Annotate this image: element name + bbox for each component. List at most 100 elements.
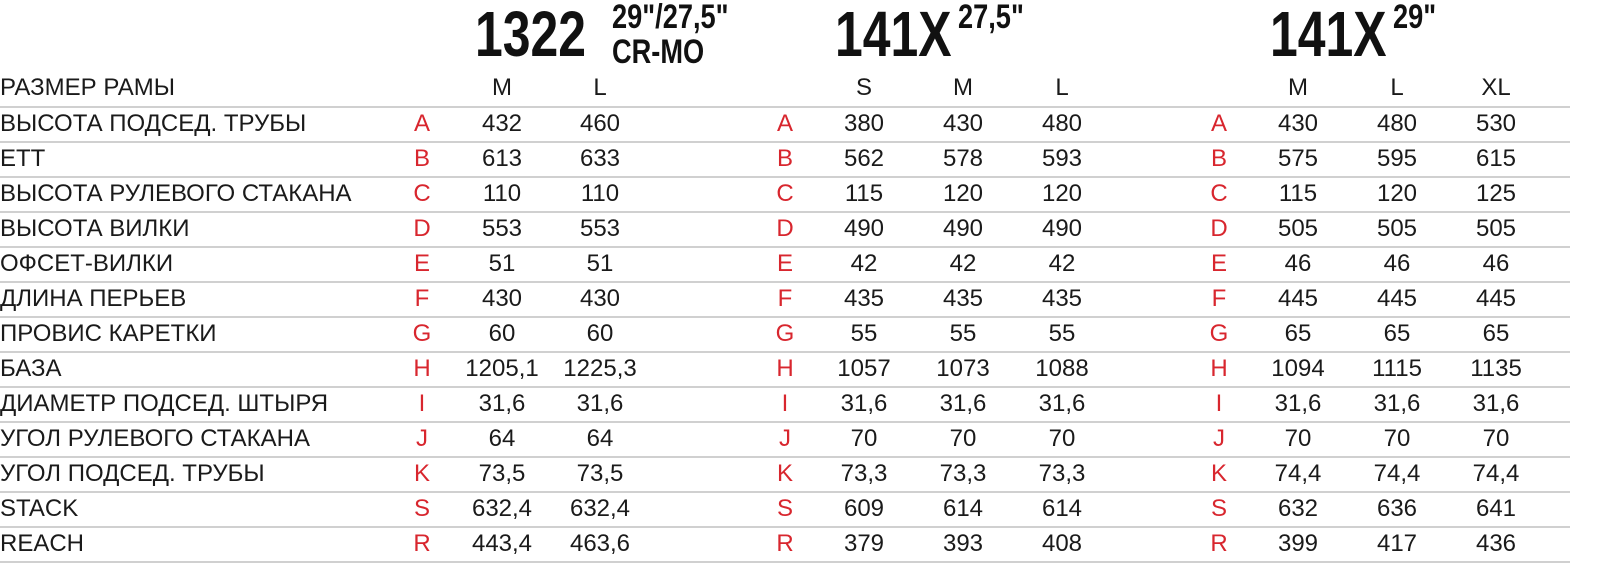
cell-value: 31,6 — [576, 390, 624, 417]
dimension-letter: R — [413, 530, 431, 557]
cell-value: 110 — [482, 180, 522, 207]
size-label: XL — [1481, 74, 1511, 101]
row-label: ОФСЕТ-ВИЛКИ — [0, 250, 174, 277]
row-divider — [0, 176, 1570, 178]
cell-value: 578 — [942, 145, 984, 172]
cell-value: 435 — [843, 285, 885, 312]
dimension-letter: G — [412, 320, 432, 347]
cell-value: 73,5 — [478, 460, 526, 487]
row-divider — [0, 491, 1570, 493]
dimension-letter: G — [1209, 320, 1229, 347]
cell-value: 553 — [579, 215, 621, 242]
cell-value: 120 — [942, 180, 984, 207]
dimension-letter: S — [776, 495, 794, 522]
cell-value: 42 — [850, 250, 878, 277]
row-label: ДИАМЕТР ПОДСЕД. ШТЫРЯ — [0, 390, 329, 417]
cell-value: 42 — [949, 250, 977, 277]
cell-value: 430 — [481, 285, 523, 312]
cell-value: 46 — [1284, 250, 1312, 277]
row-label: ПРОВИС КАРЕТКИ — [0, 320, 217, 347]
cell-value: 445 — [1376, 285, 1418, 312]
cell-value: 73,3 — [840, 460, 888, 487]
dimension-letter: H — [1210, 355, 1228, 382]
dimension-letter: F — [777, 285, 793, 312]
row-header: РАЗМЕР РАМЫ — [0, 74, 175, 101]
cell-value: 60 — [488, 320, 516, 347]
cell-value: 445 — [1277, 285, 1319, 312]
dimension-letter: C — [413, 180, 431, 207]
cell-value: 553 — [481, 215, 523, 242]
row-divider — [0, 561, 1570, 563]
size-label: M — [953, 74, 973, 101]
dimension-letter: B — [776, 145, 794, 172]
cell-value: 530 — [1475, 110, 1517, 137]
cell-value: 31,6 — [1038, 390, 1086, 417]
cell-value: 480 — [1041, 110, 1083, 137]
cell-value: 46 — [1482, 250, 1510, 277]
cell-value: 436 — [1475, 530, 1517, 557]
cell-value: 55 — [1048, 320, 1076, 347]
dimension-letter: I — [781, 390, 789, 417]
model-name: 141X — [835, 0, 952, 70]
dimension-letter: C — [776, 180, 794, 207]
row-divider — [0, 246, 1570, 248]
cell-value: 51 — [586, 250, 614, 277]
cell-value: 70 — [1383, 425, 1411, 452]
dimension-letter: E — [413, 250, 431, 277]
cell-value: 505 — [1277, 215, 1319, 242]
cell-value: 51 — [488, 250, 516, 277]
cell-value: 632 — [1277, 495, 1319, 522]
cell-value: 490 — [843, 215, 885, 242]
dimension-letter: F — [1211, 285, 1227, 312]
cell-value: 417 — [1376, 530, 1418, 557]
model-name: 1322 — [475, 0, 587, 70]
dimension-letter: E — [1210, 250, 1228, 277]
cell-value: 31,6 — [840, 390, 888, 417]
cell-value: 70 — [1482, 425, 1510, 452]
cell-value: 42 — [1048, 250, 1076, 277]
cell-value: 1094 — [1271, 355, 1325, 382]
row-label: ВЫСОТА ПОДСЕД. ТРУБЫ — [0, 110, 307, 137]
cell-value: 46 — [1383, 250, 1411, 277]
cell-value: 632,4 — [471, 495, 533, 522]
cell-value: 64 — [586, 425, 614, 452]
row-divider — [0, 211, 1570, 213]
cell-value: 632,4 — [569, 495, 631, 522]
model-name: 141X — [1270, 0, 1387, 70]
cell-value: 505 — [1475, 215, 1517, 242]
dimension-letter: D — [1210, 215, 1228, 242]
cell-value: 73,3 — [1038, 460, 1086, 487]
cell-value: 73,3 — [939, 460, 987, 487]
dimension-letter: K — [413, 460, 431, 487]
cell-value: 432 — [481, 110, 523, 137]
cell-value: 120 — [1376, 180, 1418, 207]
row-label: БАЗА — [0, 355, 62, 382]
row-label: УГОЛ РУЛЕВОГО СТАКАНА — [0, 425, 310, 452]
row-divider — [0, 316, 1570, 318]
cell-value: 70 — [1284, 425, 1312, 452]
cell-value: 430 — [942, 110, 984, 137]
row-label: ВЫСОТА РУЛЕВОГО СТАКАНА — [0, 180, 352, 207]
cell-value: 73,5 — [576, 460, 624, 487]
cell-value: 74,4 — [1274, 460, 1322, 487]
cell-value: 435 — [1041, 285, 1083, 312]
cell-value: 115 — [844, 180, 884, 207]
cell-value: 1205,1 — [465, 355, 539, 382]
dimension-letter: R — [1210, 530, 1228, 557]
cell-value: 445 — [1475, 285, 1517, 312]
model-spec: 29" — [1393, 0, 1437, 36]
cell-value: 595 — [1376, 145, 1418, 172]
cell-value: 641 — [1475, 495, 1517, 522]
size-label: L — [1390, 74, 1404, 101]
cell-value: 443,4 — [471, 530, 533, 557]
dimension-letter: R — [776, 530, 794, 557]
model-spec: 29"/27,5" — [612, 0, 729, 36]
cell-value: 379 — [843, 530, 885, 557]
cell-value: 65 — [1383, 320, 1411, 347]
cell-value: 490 — [942, 215, 984, 242]
row-label: STACK — [0, 495, 79, 522]
cell-value: 636 — [1376, 495, 1418, 522]
dimension-letter: J — [779, 425, 791, 452]
cell-value: 575 — [1277, 145, 1319, 172]
